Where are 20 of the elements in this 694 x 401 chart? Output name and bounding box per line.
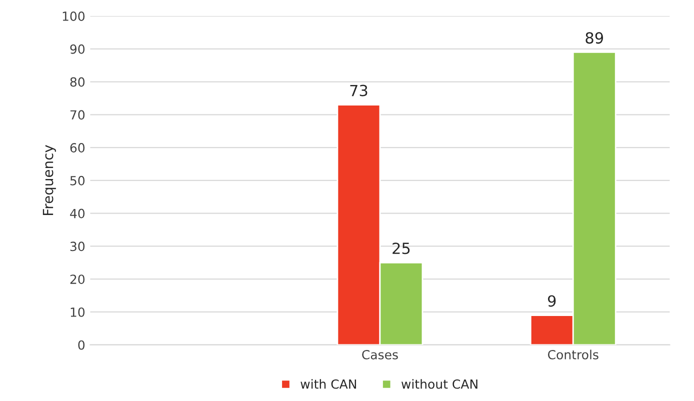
- y-tick-label: 40: [70, 208, 85, 218]
- y-tick-label: 70: [70, 110, 85, 120]
- y-tick-label: 100: [62, 12, 85, 21]
- y-tick-label: 80: [70, 77, 85, 87]
- legend-label: without CAN: [402, 379, 478, 389]
- y-tick-label: 30: [70, 242, 85, 252]
- data-label: 73: [350, 84, 368, 96]
- legend-label: with CAN: [300, 379, 356, 389]
- data-label: 9: [548, 295, 556, 307]
- y-tick-label: 10: [70, 307, 85, 317]
- y-tick-label: 50: [70, 176, 85, 186]
- x-tick-label: Controls: [548, 350, 598, 360]
- y-tick-label: 90: [70, 44, 85, 54]
- x-tick-label: Cases: [362, 350, 398, 360]
- y-tick-label: 20: [70, 274, 85, 284]
- y-tick-label: 0: [78, 340, 85, 350]
- y-tick-label: 60: [70, 143, 85, 152]
- data-label: 89: [586, 32, 604, 44]
- y-axis-title: Frequency: [42, 144, 56, 215]
- data-label: 25: [392, 242, 410, 254]
